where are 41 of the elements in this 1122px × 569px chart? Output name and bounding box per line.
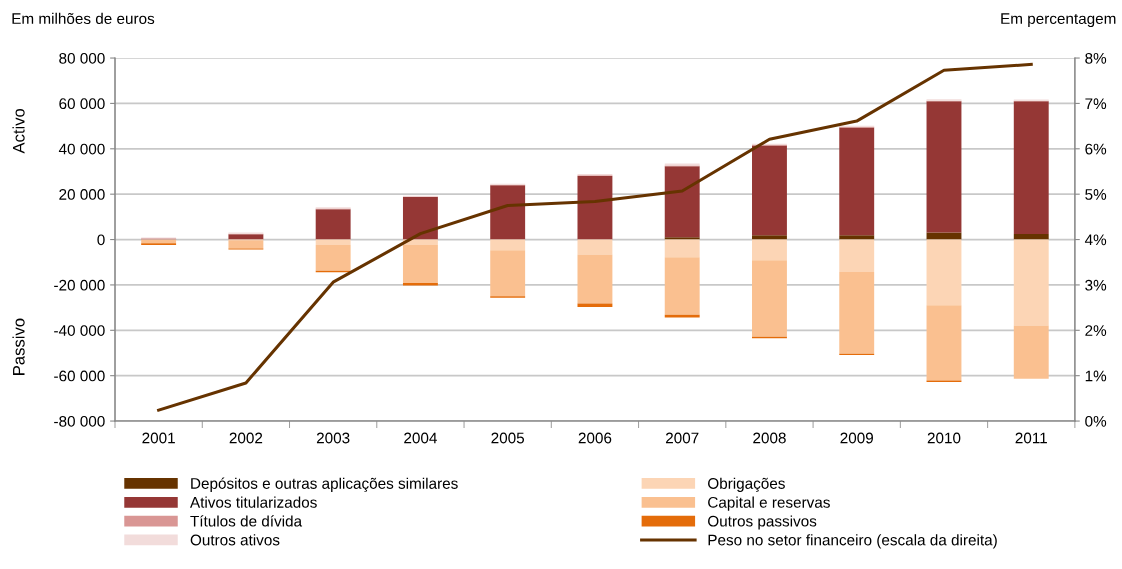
legend-label: Peso no setor financeiro (escala da direita): [708, 534, 997, 549]
legend-label: Outros passivos: [708, 515, 817, 530]
y-tick-label: -80 000: [54, 415, 105, 427]
y2-tick-label: 6%: [1085, 143, 1107, 155]
x-tick-label: 2008: [753, 432, 786, 444]
y-axis-title: Em milhões de euros: [12, 12, 155, 25]
y2-axis-title: Em percentagem: [1001, 13, 1116, 28]
y-tick-label: -40 000: [54, 325, 105, 336]
x-tick-label: 2002: [229, 432, 263, 444]
x-tick-label: 2006: [578, 432, 612, 444]
y-tick-label: 40 000: [58, 143, 105, 155]
y2-tick-label: 3%: [1085, 279, 1107, 291]
text: Passivo: [12, 318, 25, 375]
y-tick-label: -20 000: [54, 279, 105, 291]
legend-label: Títulos de dívida: [190, 515, 303, 527]
legend-label: Ativos titularizados: [190, 496, 317, 508]
x-tick-label: 2004: [404, 432, 437, 444]
x-tick-label: 2003: [316, 432, 350, 444]
x-tick-label: 2010: [927, 432, 961, 444]
y-tick-label: 80 000: [59, 52, 105, 64]
y2-tick-label: 8%: [1085, 52, 1107, 64]
y2-tick-label: 4%: [1084, 234, 1107, 246]
y2-tick-label: 0%: [1085, 415, 1107, 427]
x-tick-label: 2001: [142, 432, 175, 444]
x-tick-label: 2007: [665, 432, 699, 444]
legend-label: Depósitos e outras aplicações similares: [191, 477, 458, 492]
legend-label: Outros ativos: [190, 534, 280, 546]
y-tick-label: 20 000: [59, 189, 105, 200]
y2-tick-label: 5%: [1085, 189, 1107, 200]
legend-label: Capital e reservas: [708, 496, 830, 511]
y2-tick-label: 7%: [1085, 98, 1107, 110]
text: Activo: [12, 108, 25, 154]
y2-tick-label: 2%: [1085, 325, 1107, 336]
x-tick-label: 2005: [491, 432, 525, 444]
y-tick-label: 60 000: [59, 98, 105, 110]
x-tick-label: 2011: [1015, 432, 1047, 444]
x-tick-label: 2009: [840, 432, 873, 444]
y-tick-label: 0: [97, 234, 105, 246]
legend-label: Obrigações: [708, 477, 785, 492]
y2-tick-label: 1%: [1085, 370, 1107, 382]
y-tick-label: -60 000: [54, 370, 105, 382]
